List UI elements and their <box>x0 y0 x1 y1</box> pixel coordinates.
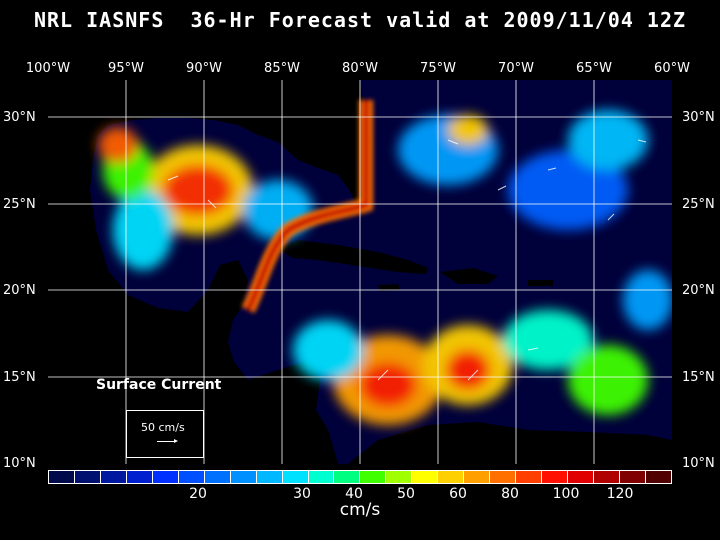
colorbar-tick: 50 <box>397 486 415 502</box>
colorbar-swatch <box>619 471 646 483</box>
colorbar <box>48 470 672 484</box>
lon-label: 95°W <box>108 61 144 76</box>
colorbar-swatch <box>100 471 127 483</box>
current-field <box>98 110 672 425</box>
colorbar-tick: 20 <box>189 486 207 502</box>
graticule <box>48 80 672 464</box>
lon-label: 100°W <box>25 61 71 76</box>
lat-label-right: 10°N <box>682 456 715 471</box>
lon-label: 85°W <box>264 61 300 76</box>
colorbar-tick: 60 <box>449 486 467 502</box>
lat-label-left: 30°N <box>3 110 36 125</box>
colorbar-tick: 100 <box>552 486 580 502</box>
colorbar-swatch <box>49 471 75 483</box>
lat-label-left: 10°N <box>3 456 36 471</box>
colorbar-swatch <box>490 471 517 483</box>
lat-label-right: 15°N <box>682 370 715 385</box>
lat-label-right: 25°N <box>682 197 715 212</box>
map-canvas <box>48 80 672 464</box>
lon-label: 90°W <box>186 61 222 76</box>
colorbar-swatch <box>360 471 387 483</box>
colorbar-swatch <box>256 471 283 483</box>
colorbar-swatch <box>438 471 465 483</box>
velocity-vectors <box>167 139 647 381</box>
arrow-icon <box>157 439 178 443</box>
colorbar-swatch <box>334 471 361 483</box>
lon-label: 65°W <box>576 61 612 76</box>
colorbar-swatch <box>542 471 569 483</box>
colorbar-swatch <box>204 471 231 483</box>
colorbar-swatch <box>412 471 439 483</box>
vector-scale-box: 50 cm/s <box>126 410 204 458</box>
map-title: NRL IASNFS 36-Hr Forecast valid at 2009/… <box>33 8 687 32</box>
colorbar-swatch <box>282 471 309 483</box>
colorbar-swatch <box>516 471 543 483</box>
vector-scale-label: 50 cm/s <box>141 421 185 434</box>
colorbar-swatch <box>386 471 413 483</box>
gulf-stream <box>241 100 373 314</box>
colorbar-swatch <box>126 471 153 483</box>
colorbar-swatch <box>464 471 491 483</box>
current-map: Surface Current 50 cm/s <box>48 80 672 464</box>
colorbar-swatch <box>568 471 595 483</box>
colorbar-tick: 30 <box>293 486 311 502</box>
colorbar-swatch <box>152 471 179 483</box>
lat-label-right: 20°N <box>682 283 715 298</box>
lat-label-left: 20°N <box>3 283 36 298</box>
colorbar-units: cm/s <box>339 500 381 520</box>
lon-label: 75°W <box>420 61 456 76</box>
colorbar-tick: 80 <box>501 486 519 502</box>
lon-label: 60°W <box>654 61 690 76</box>
lat-label-right: 30°N <box>682 110 715 125</box>
lat-label-left: 25°N <box>3 197 36 212</box>
colorbar-tick: 120 <box>606 486 634 502</box>
overlay-title: Surface Current <box>96 377 222 393</box>
colorbar-swatch <box>178 471 205 483</box>
colorbar-swatch <box>230 471 257 483</box>
colorbar-swatch <box>594 471 620 483</box>
lat-label-left: 15°N <box>3 370 36 385</box>
lon-label: 80°W <box>342 61 378 76</box>
colorbar-swatch <box>308 471 335 483</box>
lon-label: 70°W <box>498 61 534 76</box>
colorbar-swatch <box>645 471 671 483</box>
colorbar-swatch <box>74 471 101 483</box>
colorbar-tick: 40 <box>345 486 363 502</box>
